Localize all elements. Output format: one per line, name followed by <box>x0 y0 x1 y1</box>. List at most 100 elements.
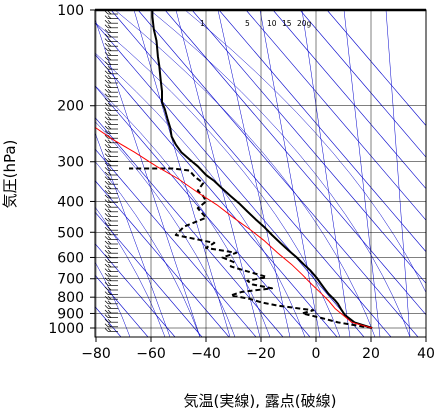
isotherm-line <box>164 10 426 316</box>
wind-barb <box>104 277 118 282</box>
wind-barb <box>104 121 118 125</box>
series-layer <box>95 10 373 329</box>
wind-barb <box>104 185 118 190</box>
wind-barb <box>104 29 118 33</box>
wind-barb <box>104 236 118 240</box>
mixing-ratio-labels: 1 5 10 15 20g <box>200 19 312 28</box>
wind-barb <box>104 318 118 323</box>
wind-barb <box>104 10 118 15</box>
wind-barbs <box>104 10 118 332</box>
wind-barb <box>104 56 118 61</box>
x-tick-label: −80 <box>81 346 111 362</box>
wind-barb <box>104 203 118 208</box>
wind-barb <box>104 70 118 75</box>
adiabat-line <box>95 160 201 337</box>
wind-barb <box>104 199 118 203</box>
wind-barb <box>104 245 118 249</box>
x-tick-label: −60 <box>136 346 166 362</box>
wind-barb <box>104 139 118 144</box>
wind-barb <box>104 111 118 116</box>
wind-barb <box>104 328 118 332</box>
adiabat-line <box>95 121 236 337</box>
isotherm-line <box>95 53 338 337</box>
wind-barb <box>104 309 118 314</box>
x-tick-label: −20 <box>246 346 276 362</box>
y-tick-label: 200 <box>57 99 84 115</box>
y-tick-label: 1000 <box>48 321 84 337</box>
wind-barb <box>104 144 118 148</box>
wind-barb <box>104 107 118 111</box>
isotherm-line <box>95 148 257 337</box>
wind-barb <box>104 222 118 226</box>
isotherm-line <box>245 10 426 221</box>
mixing-ratio-line <box>133 10 231 337</box>
wind-barb <box>104 300 118 305</box>
isotherm-line <box>110 10 392 337</box>
adiabat-line <box>95 206 166 337</box>
wind-barb <box>104 93 118 98</box>
mixing-ratio-line <box>95 131 171 337</box>
isotherm-line <box>137 10 419 337</box>
wind-barb <box>104 217 118 222</box>
isotherm-line <box>326 10 426 127</box>
isotherm-line <box>95 116 284 337</box>
y-tick-label: 900 <box>57 306 84 322</box>
parcel-curve <box>95 126 373 329</box>
x-axis-title: 気温(実線), 露点(破線) <box>184 392 337 410</box>
wind-barb <box>104 194 118 199</box>
wind-barb <box>104 295 118 300</box>
wind-barb <box>104 15 118 19</box>
adiabat-line <box>95 261 131 337</box>
wind-barb <box>104 286 118 291</box>
background-lines <box>95 10 426 337</box>
mixing-ratio-line <box>217 10 291 337</box>
y-tick-label: 300 <box>57 155 84 171</box>
isotherm-line <box>191 10 426 284</box>
wind-barb <box>104 180 118 185</box>
isotherm-line <box>272 10 426 190</box>
wind-barb <box>104 208 118 213</box>
isotherm-line <box>95 22 365 337</box>
isotherm-line <box>95 180 230 337</box>
wind-barb <box>104 116 118 121</box>
isotherm-line <box>95 243 176 337</box>
wind-barb <box>104 314 118 318</box>
y-tick-label: 100 <box>57 3 84 19</box>
x-tick-label: 20 <box>362 346 380 362</box>
wind-barb <box>104 305 118 309</box>
mixing-ratio-line <box>301 10 351 337</box>
mixing-ratio-label: 10 <box>267 19 277 28</box>
adiabat-line <box>114 10 376 337</box>
wind-barb <box>104 268 118 272</box>
wind-barb <box>104 33 118 38</box>
mixing-ratio-label: 15 <box>282 19 292 28</box>
x-axis: −80 −60 −40 −20 0 20 40 <box>81 337 435 362</box>
wind-barb <box>104 52 118 56</box>
wind-barb <box>104 47 118 52</box>
isotherm-line <box>95 274 149 337</box>
y-tick-label: 700 <box>57 272 84 288</box>
wind-barb <box>104 272 118 277</box>
wind-barb <box>104 88 118 93</box>
wind-barb <box>104 171 118 176</box>
y-tick-label: 500 <box>57 225 84 241</box>
adiabat-line <box>95 85 271 337</box>
mixing-ratio-label: 1 <box>200 19 205 28</box>
wind-barb <box>104 254 118 259</box>
isotherm-line <box>218 10 426 253</box>
wind-barb <box>104 291 118 295</box>
isotherm-line <box>95 85 311 337</box>
wind-barb <box>104 249 118 254</box>
wind-barb <box>104 24 118 29</box>
wind-barb <box>104 176 118 180</box>
wind-barb <box>104 79 118 84</box>
wind-barb <box>104 190 118 194</box>
adiabat-line <box>95 52 306 337</box>
mixing-ratio-label: 20g <box>297 19 312 28</box>
wind-barb <box>104 125 118 130</box>
y-tick-label: 400 <box>57 194 84 210</box>
wind-barb <box>104 259 118 263</box>
wind-barb <box>104 153 118 157</box>
wind-barb <box>104 102 118 107</box>
